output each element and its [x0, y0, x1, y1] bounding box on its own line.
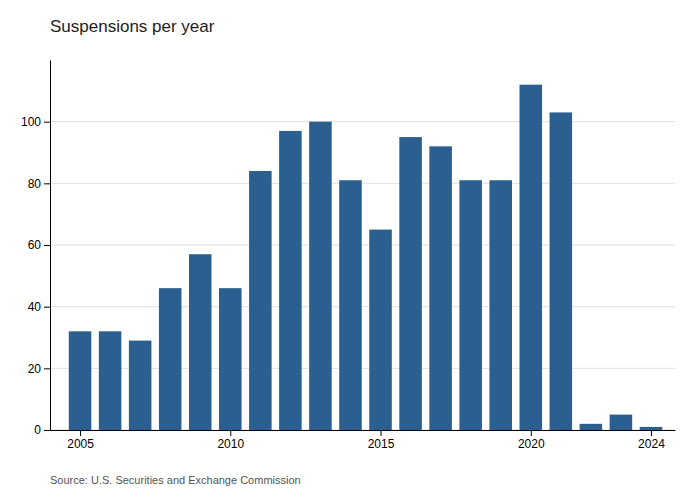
bar [580, 424, 603, 430]
y-tick-mark [44, 307, 50, 308]
x-tick: 2005 [67, 430, 94, 451]
x-axis: 2005 2010 2015 2020 2024 [51, 430, 676, 451]
y-tick-mark [44, 430, 50, 431]
y-tick-label: 60 [28, 238, 42, 252]
grid [50, 122, 675, 430]
grid-line [50, 121, 675, 122]
x-tick-label: 2005 [67, 437, 94, 451]
x-tick: 2020 [518, 430, 545, 451]
title: Suspensions per year [50, 17, 215, 36]
y-tick-label: 20 [28, 362, 42, 376]
x-tick: 2015 [368, 430, 395, 451]
x-tick-mark [651, 430, 652, 436]
bars [69, 85, 662, 430]
y-tick-mark [44, 122, 50, 123]
grid-line [50, 306, 675, 307]
bar [129, 341, 152, 430]
x-tick-label: 2010 [217, 437, 244, 451]
bar [610, 415, 633, 430]
x-axis-line [51, 430, 676, 431]
y-tick-label: 80 [28, 177, 42, 191]
y-tick: 80 [28, 177, 50, 191]
y-tick: 100 [21, 115, 50, 129]
bar [399, 137, 422, 430]
x-tick-label: 2020 [518, 437, 545, 451]
source: Source: U.S. Securities and Exchange Com… [50, 474, 301, 486]
y-axis-line [50, 61, 51, 431]
bar [550, 112, 573, 430]
bar [489, 180, 512, 430]
x-tick-mark [230, 430, 231, 436]
plot: 2005 2010 2015 2020 2024 0 20 40 60 80 100 [21, 61, 676, 451]
bar [459, 180, 482, 430]
bar [369, 230, 392, 430]
bar [99, 331, 122, 430]
bar [69, 331, 92, 430]
bar [159, 288, 182, 430]
grid-line [50, 183, 675, 184]
x-tick-label: 2015 [368, 437, 395, 451]
bar [640, 427, 663, 430]
y-tick: 40 [28, 300, 50, 314]
y-tick-mark [44, 368, 50, 369]
bar [249, 171, 272, 430]
chart: 2005 2010 2015 2020 2024 0 20 40 60 80 100 Suspensi… [0, 0, 700, 500]
y-axis: 0 20 40 60 80 100 [21, 61, 51, 438]
bar [219, 288, 242, 430]
y-tick-mark [44, 245, 50, 246]
bar [520, 85, 543, 430]
y-tick-label: 40 [28, 300, 42, 314]
x-tick-label: 2024 [638, 437, 665, 451]
bar [309, 122, 332, 430]
x-tick-mark [80, 430, 81, 436]
x-tick: 2010 [217, 430, 244, 451]
y-tick-label: 0 [34, 423, 41, 437]
bar [429, 146, 452, 430]
y-tick: 0 [34, 423, 50, 437]
x-tick: 2024 [638, 430, 665, 451]
y-tick-mark [44, 183, 50, 184]
x-tick-mark [381, 430, 382, 436]
x-tick-mark [531, 430, 532, 436]
bar [339, 180, 362, 430]
y-tick: 60 [28, 238, 50, 252]
y-tick-label: 100 [21, 115, 41, 129]
y-tick: 20 [28, 362, 50, 376]
grid-line [50, 245, 675, 246]
bar [189, 254, 212, 430]
bar [279, 131, 302, 430]
